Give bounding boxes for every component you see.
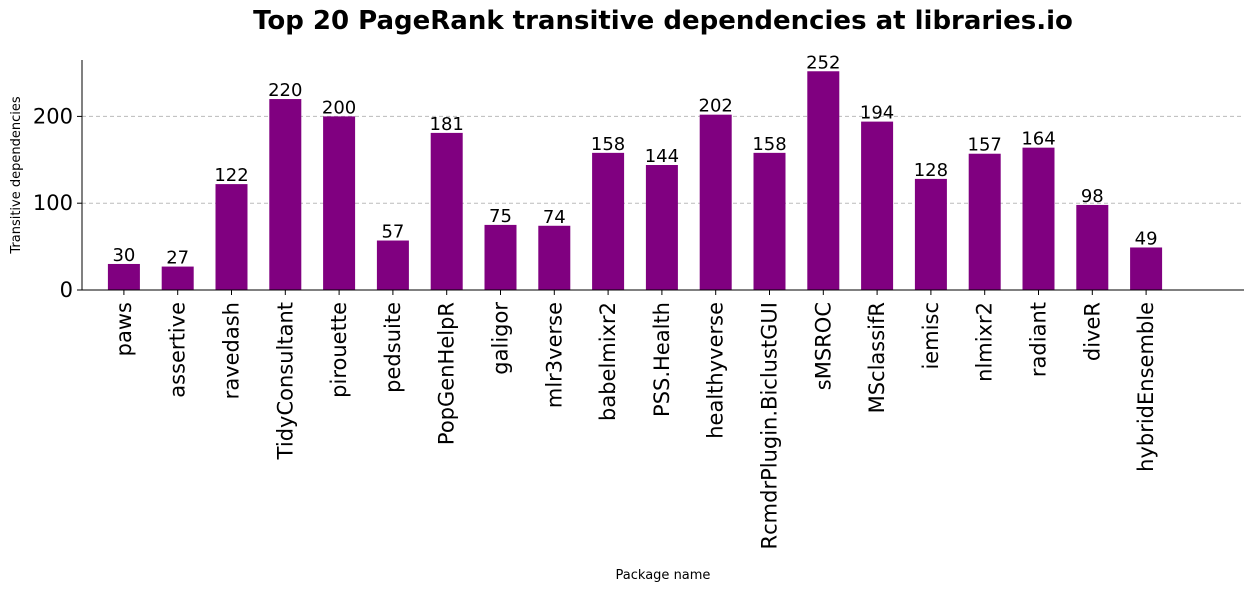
x-tick-label: pedsuite [381, 302, 405, 393]
x-tick-label: TidyConsultant [273, 302, 297, 460]
bar-value-label: 98 [1081, 186, 1104, 207]
bar-value-label: 194 [860, 103, 894, 124]
x-tick-label: radiant [1027, 302, 1051, 377]
bar-value-label: 200 [322, 97, 356, 118]
x-tick-label: paws [112, 302, 136, 356]
bar-value-label: 74 [543, 207, 566, 228]
bar [430, 132, 463, 290]
bar [161, 266, 194, 290]
bar [376, 240, 409, 290]
bar-value-label: 202 [699, 96, 733, 117]
bar [914, 178, 947, 290]
chart-title: Top 20 PageRank transitive dependencies … [253, 6, 1073, 36]
y-ticks: 0 100 200 [33, 104, 82, 302]
x-tick-label: ravedash [220, 302, 244, 399]
bar [699, 114, 732, 290]
bar [1076, 204, 1109, 290]
bar [323, 116, 356, 291]
x-tick-label: babelmixr2 [596, 302, 620, 421]
bar-value-label: 122 [214, 165, 248, 186]
bar-value-label: 157 [968, 135, 1002, 156]
bar-value-label: 158 [752, 134, 786, 155]
x-tick-label: mlr3verse [542, 302, 566, 408]
bar [1022, 147, 1055, 290]
bar [1130, 247, 1163, 290]
y-axis-label: Transitive dependencies [9, 96, 24, 254]
x-tick-label: galigor [489, 302, 513, 375]
x-tick-label: nlmixr2 [973, 302, 997, 382]
x-tick-label: PopGenHelpR [435, 302, 459, 445]
bar-value-label: 128 [914, 160, 948, 181]
x-tick-label: assertive [166, 302, 190, 398]
bar [107, 263, 140, 290]
x-tick-label: healthyverse [704, 302, 728, 439]
x-axis-label: Package name [616, 568, 711, 583]
bar-value-label: 144 [645, 146, 679, 167]
bar-value-label: 30 [112, 245, 135, 266]
y-tick-label: 200 [33, 104, 73, 128]
bar-value-label: 27 [166, 248, 189, 269]
bar-value-label: 49 [1135, 228, 1158, 249]
bar [968, 153, 1001, 290]
x-tick-label: sMSROC [811, 302, 835, 390]
bar [861, 121, 894, 290]
bar-value-label: 252 [806, 52, 840, 73]
x-tick-label: RcmdrPlugin.BiclustGUI [758, 302, 782, 549]
bar [538, 225, 571, 290]
bar [484, 224, 517, 290]
y-tick-label: 0 [60, 278, 73, 302]
bar [645, 165, 678, 290]
bar-value-label: 181 [430, 114, 464, 135]
bar-value-label: 220 [268, 80, 302, 101]
x-tick-label: PSS.Health [650, 302, 674, 417]
bar [269, 99, 302, 290]
data-labels: 30 27 122 220 200 57 181 75 74 158 144 202 158 252 194… [112, 52, 1157, 268]
x-tick-label: hybridEnsemble [1134, 302, 1158, 472]
x-tick-label: pirouette [327, 302, 351, 398]
x-ticks: paws assertive ravedash TidyConsultant pirou… [112, 290, 1158, 549]
bar-value-label: 57 [381, 222, 404, 243]
y-tick-label: 100 [33, 191, 73, 215]
bars [107, 71, 1163, 291]
x-tick-label: iemisc [919, 302, 943, 370]
bar [592, 152, 625, 290]
bar [215, 184, 248, 290]
bar [807, 71, 840, 290]
bar [753, 152, 786, 290]
x-tick-label: diveR [1080, 302, 1104, 361]
x-tick-label: MSclassifR [865, 302, 889, 413]
bar-value-label: 158 [591, 134, 625, 155]
bar-value-label: 75 [489, 206, 512, 227]
bar-value-label: 164 [1021, 129, 1055, 150]
